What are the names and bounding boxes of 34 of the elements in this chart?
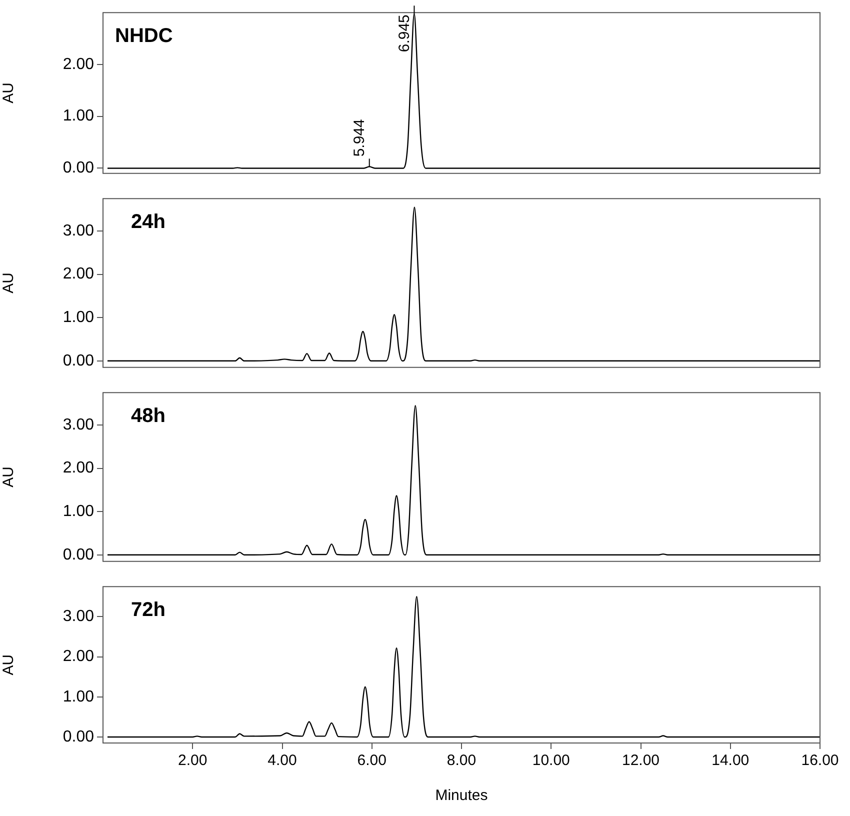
- y-tick-label: 3.00: [62, 222, 94, 240]
- x-tick-label: 2.00: [178, 752, 208, 770]
- x-tick-label: 8.00: [446, 752, 476, 770]
- text: 48h: [131, 405, 166, 428]
- y-tick-label: 3.00: [62, 416, 94, 434]
- y-tick-label: 0.00: [62, 546, 94, 564]
- y-tick-label: 3.00: [62, 608, 94, 626]
- x-axis-title: Minutes: [435, 787, 488, 804]
- y-axis-title: AU: [0, 82, 18, 104]
- y-tick-label: 2.00: [62, 648, 94, 666]
- text: 24h: [131, 211, 166, 234]
- y-tick-label: 1.00: [62, 309, 94, 326]
- text: NHDC: [115, 25, 173, 48]
- x-tick-label: 16.00: [801, 752, 839, 770]
- y-axis-title: AU: [0, 272, 18, 294]
- y-tick-label: 0.00: [62, 352, 94, 370]
- y-tick-label: 1.00: [62, 503, 94, 520]
- y-tick-label: 2.00: [62, 460, 94, 477]
- x-tick-label: 10.00: [532, 752, 570, 770]
- y-tick-label: 2.00: [62, 266, 94, 283]
- y-tick-label: 1.00: [62, 688, 94, 706]
- x-tick-label: 12.00: [622, 752, 660, 770]
- annotation: 5.944: [351, 119, 368, 157]
- y-tick-label: 1.00: [62, 108, 94, 125]
- y-axis-title: AU: [0, 654, 18, 676]
- y-tick-label: 2.00: [62, 56, 94, 73]
- y-tick-label: 0.00: [62, 160, 94, 177]
- x-tick-label: 6.00: [357, 752, 386, 770]
- x-tick-label: 4.00: [268, 752, 297, 770]
- text: 72h: [131, 599, 166, 622]
- x-tick-label: 14.00: [712, 752, 750, 770]
- annotation: 6.945: [396, 14, 413, 52]
- y-axis-title: AU: [0, 466, 18, 488]
- y-tick-label: 0.00: [62, 728, 94, 746]
